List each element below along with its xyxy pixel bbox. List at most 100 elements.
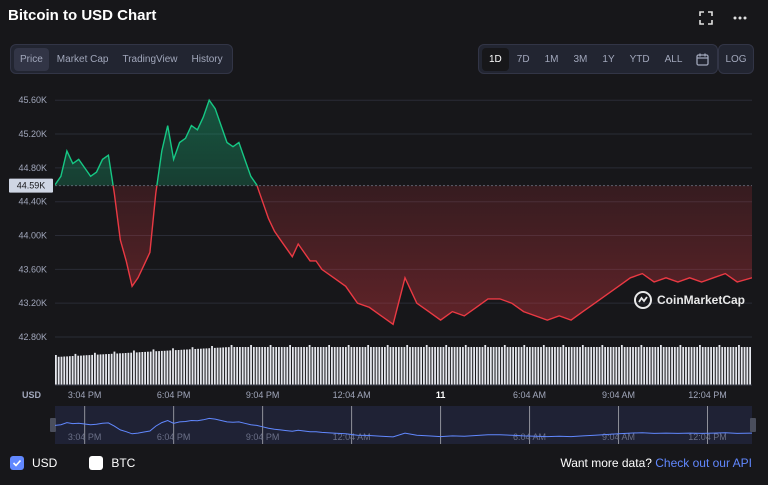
tab-history[interactable]: History	[191, 53, 223, 65]
range-ytd[interactable]: YTD	[629, 53, 650, 65]
coinmarketcap-logo-icon	[634, 291, 652, 309]
volume-bar	[364, 347, 367, 385]
volume-bar	[423, 347, 425, 385]
volume-bar	[467, 347, 470, 385]
volume-bar	[523, 345, 526, 385]
range-1d[interactable]: 1D	[482, 47, 509, 71]
volume-bar	[534, 347, 537, 385]
tab-market-cap[interactable]: Market Cap	[56, 53, 109, 65]
volume-bar	[442, 347, 445, 385]
range-all[interactable]: ALL	[664, 53, 683, 65]
volume-bar	[551, 347, 554, 385]
volume-bar	[280, 347, 283, 385]
baseline-label-bg	[9, 178, 53, 193]
y-tick-label: 45.60K	[18, 95, 47, 105]
volume-bar	[194, 349, 197, 385]
range-1y[interactable]: 1Y	[602, 53, 615, 65]
volume-bar	[172, 348, 174, 386]
volume-bar	[406, 345, 409, 385]
volume-bar	[325, 347, 328, 385]
volume-bar	[275, 347, 278, 385]
volume-bar	[247, 347, 250, 385]
usd-checkbox[interactable]	[10, 456, 24, 470]
volume-bar	[403, 347, 406, 385]
volume-bar	[587, 347, 590, 385]
volume-bar	[707, 347, 710, 385]
volume-bar	[283, 347, 286, 385]
volume-bar	[595, 347, 598, 385]
volume-bar	[197, 348, 199, 385]
volume-bar	[130, 352, 133, 386]
navigator-tick-label: 6:04 PM	[157, 432, 191, 442]
volume-bar	[612, 347, 615, 385]
api-link[interactable]: Check out our API	[655, 456, 752, 470]
volume-bar	[640, 345, 643, 385]
volume-bar	[328, 345, 331, 385]
price-chart[interactable]: 45.60K 45.20K 44.80K 44.40K 44.00K 43.60K 43.2…	[0, 0, 768, 448]
volume-bar	[431, 347, 434, 385]
volume-bar	[141, 352, 144, 385]
x-tick-label: 11	[436, 390, 446, 400]
volume-bar	[646, 347, 648, 385]
volume-bar	[149, 351, 152, 386]
tab-tradingview[interactable]: TradingView	[122, 53, 178, 65]
volume-bar	[724, 347, 726, 385]
calendar-icon[interactable]	[690, 48, 714, 70]
volume-bar	[375, 347, 378, 385]
volume-bar	[183, 349, 186, 385]
range-3m[interactable]: 3M	[573, 53, 588, 65]
volume-bar	[448, 347, 450, 385]
volume-bar	[113, 351, 116, 385]
range-7d[interactable]: 7D	[516, 53, 530, 65]
volume-bar	[531, 347, 534, 385]
volume-bar	[540, 347, 542, 385]
volume-bar	[77, 355, 80, 385]
volume-bar	[169, 350, 172, 385]
usd-label: USD	[32, 456, 58, 470]
volume-bar	[322, 347, 325, 385]
log-scale-button[interactable]: LOG	[718, 44, 754, 74]
navigator-tick-label: 12:04 AM	[333, 432, 371, 442]
volume-bar	[163, 350, 166, 386]
volume-bar	[222, 347, 225, 385]
volume-bar	[598, 347, 601, 385]
volume-bar	[559, 347, 562, 385]
volume-bar	[96, 354, 99, 385]
volume-bar	[726, 347, 729, 385]
volume-bar	[743, 347, 746, 385]
more-icon[interactable]	[732, 10, 748, 26]
y-tick-label: 42.80K	[18, 332, 47, 342]
price-area-up	[55, 100, 752, 186]
volume-bar	[746, 347, 749, 385]
volume-bar	[80, 355, 82, 386]
range-1m[interactable]: 1M	[544, 53, 559, 65]
volume-bar	[147, 351, 149, 385]
fullscreen-icon[interactable]	[698, 10, 714, 26]
volume-bar	[66, 356, 68, 386]
volume-bar	[626, 347, 629, 385]
volume-bar	[489, 347, 492, 385]
volume-bar	[445, 345, 448, 385]
volume-bar	[158, 351, 160, 386]
navigator-tick-label: 3:04 PM	[68, 432, 102, 442]
checkmark-icon	[12, 459, 22, 467]
volume-bar	[556, 347, 559, 385]
tab-price[interactable]: Price	[14, 47, 49, 71]
volume-bar	[339, 347, 342, 385]
navigator-bg	[55, 406, 752, 444]
volume-bar	[133, 350, 135, 385]
volume-bar	[227, 347, 230, 386]
volume-bar	[252, 347, 255, 385]
volume-bar	[740, 347, 743, 385]
volume-bar	[213, 347, 216, 386]
volume-bar	[687, 347, 690, 385]
volume-bar	[88, 355, 91, 386]
volume-bar	[177, 350, 180, 386]
btc-checkbox[interactable]	[89, 456, 104, 470]
volume-bar	[475, 347, 478, 385]
volume-bar	[119, 353, 121, 385]
volume-bar	[55, 355, 57, 385]
volume-bar	[383, 347, 386, 385]
volume-bar	[699, 345, 701, 385]
volume-bar	[484, 345, 487, 385]
